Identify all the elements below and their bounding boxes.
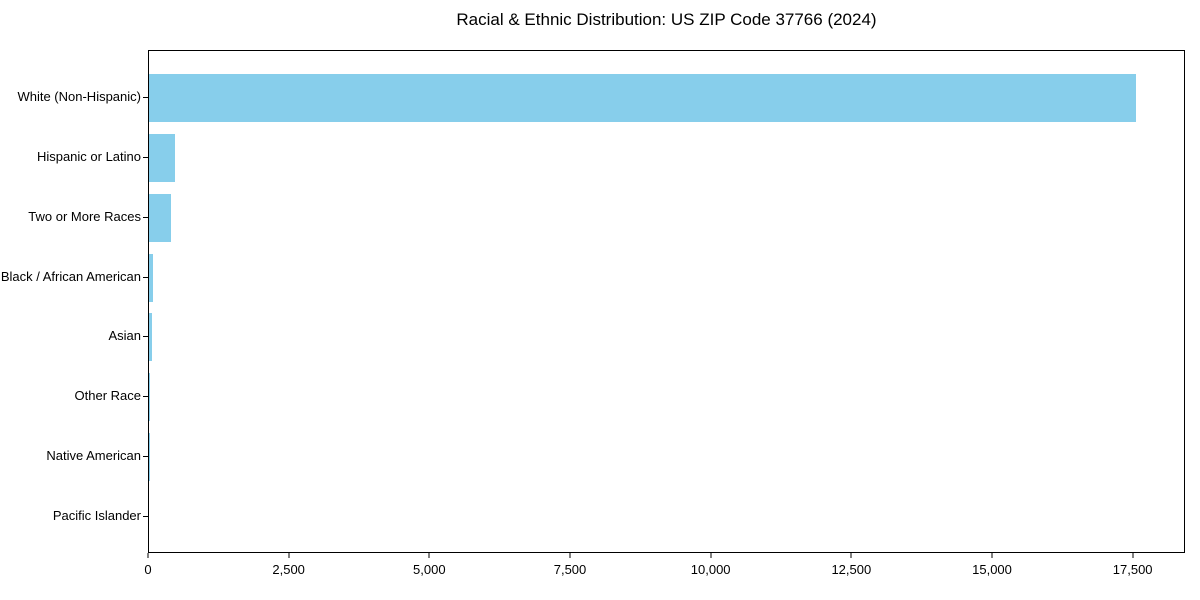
- y-tick-label: White (Non-Hispanic): [17, 89, 141, 104]
- bar-two-or-more-races: [149, 193, 171, 242]
- y-tick-mark: [143, 156, 148, 158]
- x-tick-label: 0: [144, 562, 152, 577]
- x-tick-mark: [569, 553, 571, 558]
- bar-black-african-american: [149, 253, 153, 302]
- plot-area: [148, 50, 1185, 553]
- y-tick-label: Pacific Islander: [52, 508, 141, 524]
- bar-asian: [149, 313, 153, 362]
- x-tick-label: 5,000: [413, 562, 446, 577]
- y-tick-label: Two or More Races: [28, 208, 141, 224]
- x-tick-mark: [991, 553, 993, 558]
- y-tick-label: Asian: [108, 328, 141, 344]
- y-tick-mark: [143, 396, 148, 398]
- x-tick-label: 15,000: [972, 562, 1012, 577]
- x-tick-label: 12,500: [831, 562, 872, 577]
- y-tick-mark: [143, 97, 148, 98]
- x-tick-mark: [1132, 553, 1134, 558]
- y-tick-mark: [143, 516, 148, 518]
- x-tick-mark: [288, 553, 290, 558]
- y-tick-label: Black / African American: [0, 268, 141, 284]
- y-tick-mark: [143, 336, 148, 338]
- y-tick-label: Native American: [46, 448, 141, 464]
- bar-other-race: [149, 373, 150, 422]
- x-tick-mark: [710, 553, 712, 558]
- x-tick-label: 2,500: [272, 562, 305, 577]
- x-tick-label: 7,500: [553, 562, 587, 577]
- x-tick-mark: [428, 553, 430, 558]
- y-tick-mark: [143, 276, 148, 278]
- x-tick-label: 17,500: [1112, 562, 1153, 577]
- x-tick-label: 10,000: [690, 562, 731, 577]
- bar-hispanic-or-latino: [149, 133, 175, 182]
- x-tick-mark: [147, 553, 149, 558]
- bar-white-non-hispanic: [149, 74, 1137, 122]
- y-tick-label: Hispanic or Latino: [36, 148, 141, 164]
- y-tick-mark: [143, 456, 148, 458]
- y-tick-mark: [143, 216, 148, 218]
- y-tick-label: Other Race: [74, 388, 141, 404]
- chart-title: Racial & Ethnic Distribution: US ZIP Cod…: [456, 10, 877, 29]
- x-tick-mark: [850, 553, 852, 558]
